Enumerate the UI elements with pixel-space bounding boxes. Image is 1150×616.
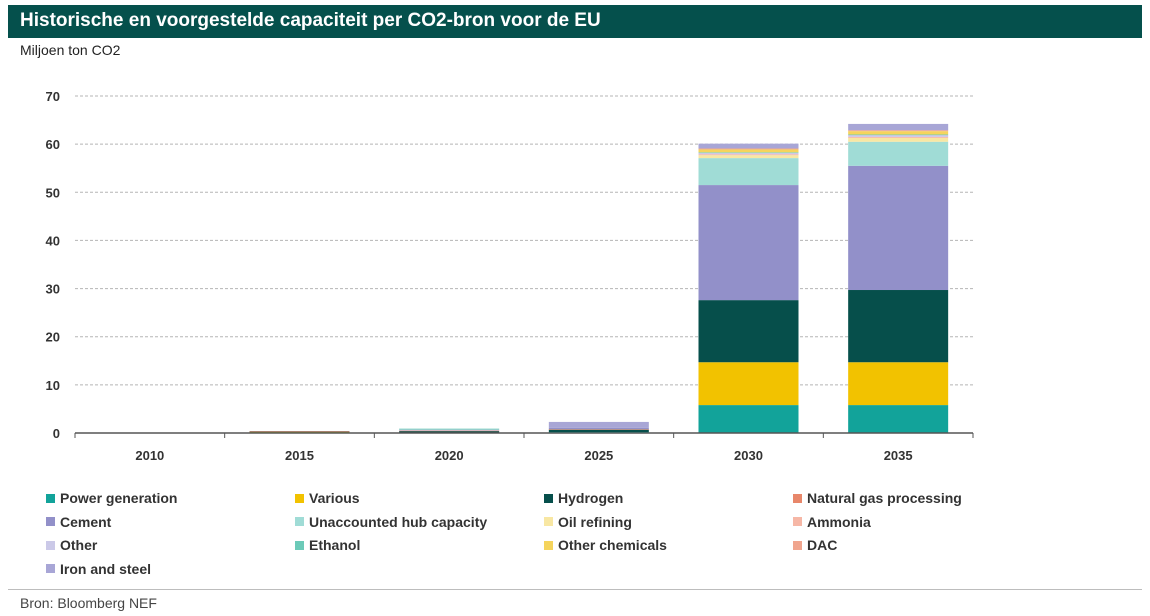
bar-segment <box>698 149 799 153</box>
bar-segment <box>848 123 949 131</box>
legend-item: Other chemicals <box>544 537 667 553</box>
legend-swatch <box>46 493 55 503</box>
x-tick-label: 2015 <box>285 448 314 463</box>
y-tick-label: 0 <box>53 426 60 441</box>
bar-segment <box>848 405 949 433</box>
bar-segment <box>548 429 649 433</box>
y-tick-label: 60 <box>46 137 60 152</box>
x-tick-label: 2025 <box>584 448 613 463</box>
x-tick-label: 2020 <box>435 448 464 463</box>
bar-segment <box>698 154 799 156</box>
bar-segment <box>848 165 949 291</box>
legend-label: Various <box>309 490 360 506</box>
legend-item: Other <box>46 537 97 553</box>
y-tick-label: 20 <box>46 330 60 345</box>
bar-segment <box>848 134 949 136</box>
bar-segment <box>399 429 500 431</box>
source-note: Bron: Bloomberg NEF <box>20 595 157 611</box>
bar-segment <box>548 421 649 428</box>
bar-segment <box>698 148 799 150</box>
x-tick-label: 2030 <box>734 448 763 463</box>
legend-item: DAC <box>793 537 837 553</box>
legend-label: Hydrogen <box>558 490 624 506</box>
legend-swatch <box>544 540 553 550</box>
legend-item: Unaccounted hub capacity <box>295 514 487 530</box>
legend-label: Ethanol <box>309 537 361 553</box>
title-bar: Historische en voorgestelde capaciteit p… <box>8 5 1142 38</box>
legend-label: Ammonia <box>807 513 871 530</box>
legend-swatch <box>295 493 304 503</box>
legend-label: DAC <box>807 537 838 553</box>
bar-segment <box>698 362 799 406</box>
bar-segment <box>698 152 799 153</box>
bar-segment <box>698 158 799 186</box>
legend-label: Unaccounted hub capacity <box>309 513 488 530</box>
legend-label: Other <box>60 537 98 553</box>
legend-swatch <box>46 517 55 526</box>
legend-swatch <box>46 540 55 550</box>
chart-title: Historische en voorgestelde capaciteit p… <box>20 10 601 31</box>
legend-swatch <box>295 540 304 550</box>
legend-label: Natural gas processing <box>807 490 962 506</box>
legend-item: Ammonia <box>793 514 871 530</box>
legend-item: Oil refining <box>544 514 632 530</box>
bar-segment <box>848 134 949 137</box>
bar-segment <box>399 430 500 432</box>
bar-segment <box>848 290 949 363</box>
bar-segment <box>548 429 649 430</box>
legend-item: Iron and steel <box>46 561 151 577</box>
bar-segment <box>399 428 500 430</box>
legend-swatch <box>46 564 55 573</box>
legend-item: Hydrogen <box>544 490 623 506</box>
source-divider <box>8 589 1142 590</box>
bar-segment <box>249 431 350 432</box>
x-tick-label: 2010 <box>135 448 164 463</box>
legend-item: Power generation <box>46 490 177 506</box>
bar-segment <box>848 131 949 135</box>
y-tick-label: 50 <box>46 185 60 200</box>
legend-label: Power generation <box>60 490 178 506</box>
legend-label: Iron and steel <box>60 560 152 577</box>
y-tick-label: 10 <box>46 378 60 393</box>
bar-segment <box>848 130 949 132</box>
legend-item: Cement <box>46 514 111 530</box>
bar-segment <box>848 137 949 142</box>
legend-label: Cement <box>60 513 112 530</box>
bar-segment <box>698 143 799 149</box>
y-tick-label: 40 <box>46 233 60 248</box>
y-tick-label: 30 <box>46 282 60 297</box>
bar-segment <box>698 152 799 155</box>
bar-segment <box>548 427 649 430</box>
legend-item: Ethanol <box>295 537 360 553</box>
bar-segment <box>698 155 799 159</box>
legend-label: Other chemicals <box>558 537 667 553</box>
legend-swatch <box>793 493 802 503</box>
legend-label: Oil refining <box>558 513 632 530</box>
legend-swatch <box>793 517 802 526</box>
bar-segment <box>848 141 949 166</box>
y-tick-label: 70 <box>46 89 60 104</box>
legend-item: Various <box>295 490 360 506</box>
legend-swatch <box>544 493 553 503</box>
legend-swatch <box>544 517 553 526</box>
x-tick-label: 2035 <box>884 448 913 463</box>
bar-segment <box>698 405 799 433</box>
bar-segment <box>698 185 799 301</box>
y-axis-unit-label: Miljoen ton CO2 <box>20 42 121 58</box>
bar-segment <box>848 136 949 138</box>
legend-item: Natural gas processing <box>793 490 962 506</box>
bar-segment <box>249 431 350 433</box>
bar-segment <box>848 362 949 406</box>
legend-swatch <box>295 517 304 526</box>
bar-segment <box>698 300 799 363</box>
bar-segment <box>399 431 500 433</box>
legend-swatch <box>793 540 802 550</box>
